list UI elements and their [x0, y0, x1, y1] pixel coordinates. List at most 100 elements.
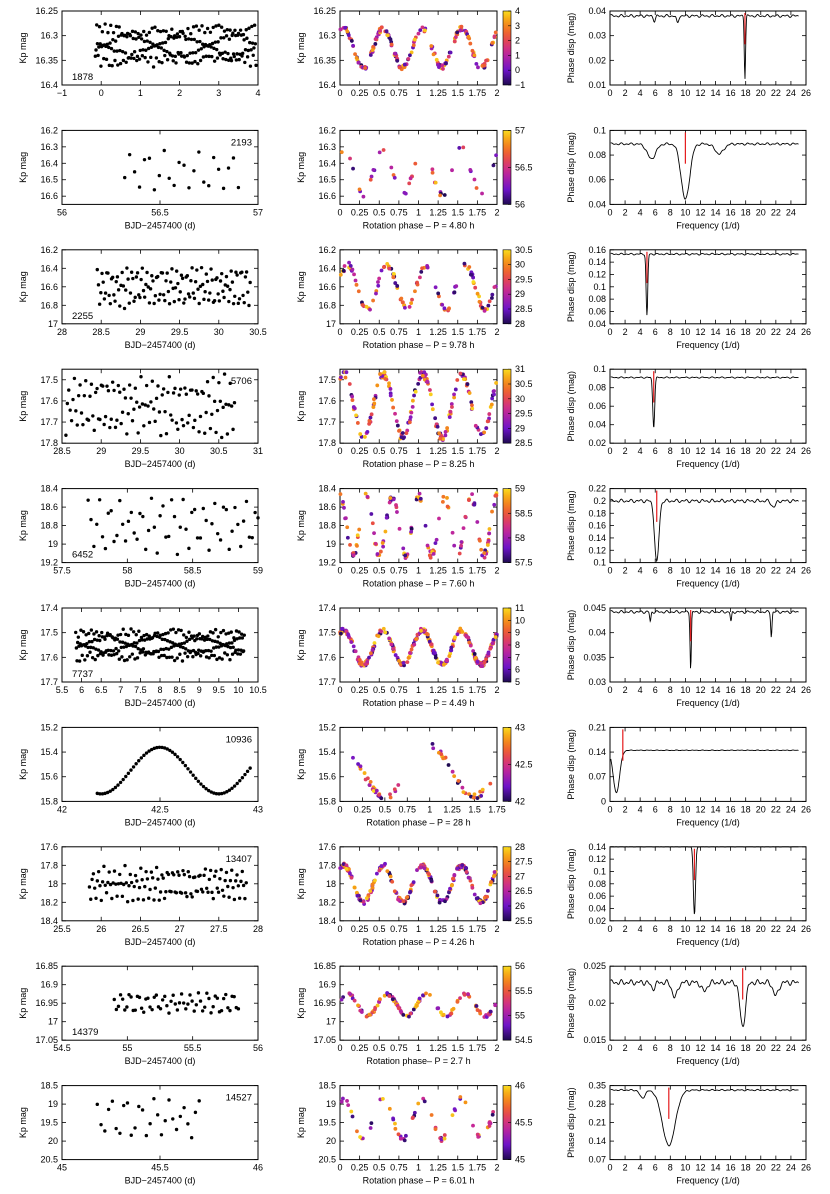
data-point [348, 543, 352, 547]
data-point [473, 285, 478, 290]
x-tick-label: 14 [711, 207, 721, 217]
data-point [91, 414, 95, 418]
plot-frame [609, 249, 807, 325]
data-point [136, 31, 140, 36]
x-tick-label: 0.25 [354, 804, 372, 814]
x-tick-label: 12 [695, 566, 705, 576]
data-point [143, 653, 148, 657]
data-point [438, 193, 443, 198]
data-point [441, 756, 446, 761]
data-point [169, 498, 174, 502]
x-axis-label: Frequency (1/d) [676, 937, 740, 947]
data-point [228, 381, 232, 386]
data-point [169, 628, 173, 632]
data-points [112, 991, 241, 1015]
data-point [140, 266, 145, 270]
data-point [68, 408, 72, 412]
data-point [221, 56, 225, 61]
y-tick-label: 19 [326, 539, 336, 549]
data-point [208, 426, 213, 431]
x-tick-label: 1.25 [429, 207, 447, 217]
data-point [128, 291, 133, 295]
data-point [86, 498, 90, 502]
data-point [431, 551, 436, 556]
y-tick-label: 17.5 [318, 375, 336, 385]
data-point [237, 630, 241, 634]
data-point [438, 897, 442, 902]
y-tick-label: 0.07 [588, 772, 606, 782]
data-point [374, 788, 379, 793]
data-point [96, 869, 101, 874]
x-tick-label: 26 [801, 446, 811, 456]
data-point [111, 37, 115, 42]
data-point [230, 868, 234, 872]
y-tick-label: 0.14 [588, 747, 606, 757]
data-point [428, 992, 432, 997]
data-point [430, 741, 435, 746]
data-point [170, 267, 174, 271]
data-point [157, 60, 161, 64]
x-tick-label: 1.75 [488, 804, 506, 814]
data-point [114, 882, 118, 886]
x-axis-label: Frequency (1/d) [676, 220, 740, 230]
data-point [486, 651, 491, 656]
data-point [102, 297, 107, 301]
y-axis-label: Phase disp (mag) [566, 1087, 576, 1158]
data-point [133, 386, 138, 390]
y-tick-label: 0.03 [588, 677, 606, 687]
data-point [410, 297, 414, 302]
data-point [433, 180, 438, 185]
data-point [406, 656, 411, 660]
data-point [182, 872, 187, 877]
data-point [445, 1014, 450, 1019]
data-point [128, 872, 132, 877]
data-point [181, 423, 186, 428]
data-point [155, 43, 159, 47]
data-point [163, 298, 167, 303]
data-point [97, 302, 102, 306]
data-point [152, 1097, 156, 1101]
data-point [197, 301, 201, 306]
data-point [384, 515, 389, 520]
y-tick-label: 0.04 [588, 6, 606, 16]
data-point [438, 436, 443, 441]
data-point [143, 638, 147, 642]
x-tick-label: 12 [695, 1043, 705, 1053]
x-tick-label: 0 [607, 88, 612, 98]
data-point [108, 789, 112, 793]
data-point [492, 502, 497, 507]
data-point [203, 1005, 207, 1009]
data-point [208, 30, 213, 34]
x-tick-label: 30 [214, 327, 224, 337]
plot-frame [339, 1085, 498, 1161]
x-axis-label: BJD−2457400 (d) [125, 1176, 196, 1186]
x-tick-label: 10 [680, 924, 690, 934]
data-points [610, 749, 799, 794]
data-point [397, 65, 402, 70]
data-point [420, 266, 424, 271]
data-point [149, 45, 154, 49]
data-point [181, 868, 185, 873]
data-point [212, 653, 217, 658]
data-point [475, 291, 480, 296]
x-axis-label: BJD−2457400 (d) [125, 459, 196, 469]
data-point [390, 879, 395, 884]
x-tick-label: 28.5 [53, 446, 71, 456]
data-point [202, 638, 207, 642]
data-point [411, 43, 416, 48]
data-point [185, 274, 190, 278]
data-point [224, 34, 229, 38]
x-tick-label: 6 [653, 924, 658, 934]
data-point [125, 658, 129, 662]
data-point [117, 657, 122, 661]
y-tick-label: 0.04 [588, 903, 606, 913]
data-point [245, 769, 250, 774]
x-tick-label: 6 [653, 446, 658, 456]
data-point [198, 39, 202, 44]
data-point [227, 403, 231, 407]
data-point [175, 552, 180, 557]
data-point [252, 23, 257, 27]
data-point [146, 528, 151, 533]
data-point [215, 886, 219, 890]
data-point [148, 887, 152, 892]
